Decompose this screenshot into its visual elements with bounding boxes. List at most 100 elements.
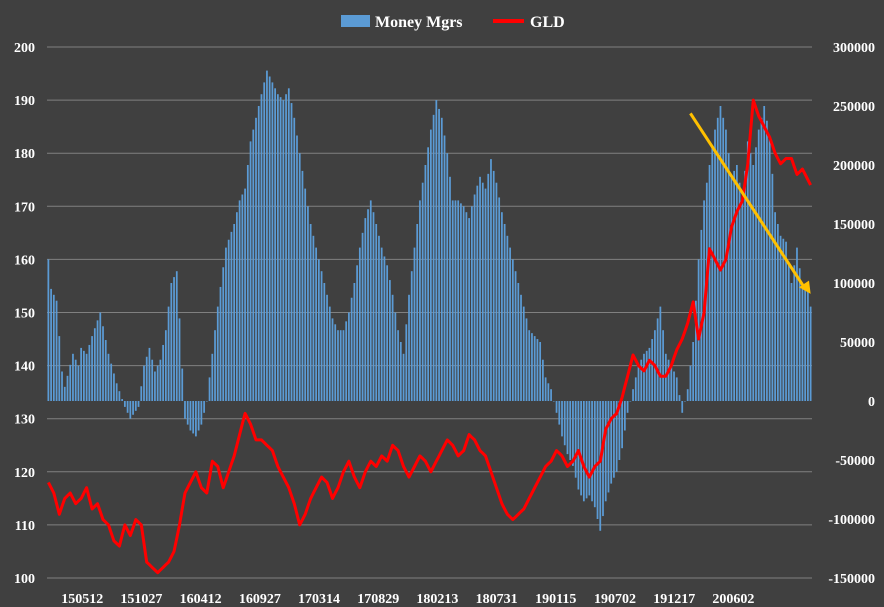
gld-line xyxy=(47,98,812,575)
money-mgrs-bar xyxy=(244,188,246,401)
money-mgrs-bar xyxy=(618,401,621,460)
money-mgrs-bar xyxy=(175,271,178,401)
money-mgrs-bar xyxy=(145,356,148,401)
money-mgrs-bar xyxy=(643,353,645,401)
money-mgrs-bar xyxy=(744,170,746,401)
money-mgrs-bar xyxy=(730,176,733,401)
money-mgrs-bar xyxy=(151,359,154,401)
money-mgrs-bar xyxy=(58,336,61,401)
money-mgrs-bar xyxy=(569,401,572,460)
money-mgrs-bar xyxy=(391,294,394,401)
money-mgrs-bar xyxy=(167,306,170,401)
money-mgrs-bar xyxy=(113,373,115,401)
money-mgrs-bar xyxy=(227,239,230,401)
money-mgrs-bar xyxy=(290,103,293,402)
money-mgrs-bar xyxy=(495,182,498,401)
money-mgrs-bar xyxy=(123,401,126,407)
money-mgrs-bar xyxy=(339,330,342,401)
left-axis-tick-label: 150 xyxy=(14,307,35,322)
money-mgrs-bar xyxy=(451,200,454,401)
money-mgrs-bar xyxy=(91,336,93,401)
right-axis-tick-label: 0 xyxy=(868,395,875,410)
left-axis-tick-label: 200 xyxy=(14,41,35,56)
money-mgrs-bar xyxy=(214,330,216,401)
money-mgrs-bar xyxy=(582,401,585,502)
money-mgrs-bar xyxy=(514,271,517,401)
money-mgrs-bar xyxy=(47,259,50,401)
money-mgrs-bar xyxy=(203,401,205,413)
left-axis-tick-label: 130 xyxy=(14,413,35,428)
money-mgrs-bar xyxy=(470,206,473,401)
x-axis-tick-label: 180731 xyxy=(476,592,518,607)
money-mgrs-bar xyxy=(178,318,181,401)
money-mgrs-bar xyxy=(255,117,257,402)
money-mgrs-bar xyxy=(364,218,367,401)
right-axis-tick-label: 200000 xyxy=(833,159,875,174)
money-mgrs-bar xyxy=(558,401,561,425)
money-mgrs-bar xyxy=(233,224,236,401)
money-mgrs-bar xyxy=(66,375,69,401)
money-mgrs-bar xyxy=(107,353,110,401)
money-mgrs-bar xyxy=(711,147,714,401)
money-mgrs-bar xyxy=(260,94,263,401)
money-mgrs-bar xyxy=(804,285,807,401)
money-mgrs-bar xyxy=(266,70,268,401)
x-axis-tick-label: 150512 xyxy=(61,592,103,607)
money-mgrs-bar xyxy=(536,339,539,401)
money-mgrs-bar xyxy=(629,401,632,402)
money-mgrs-bar xyxy=(774,212,776,401)
money-mgrs-bar xyxy=(52,294,55,401)
money-mgrs-bar xyxy=(296,135,298,401)
money-mgrs-bar xyxy=(719,106,722,401)
money-mgrs-bar xyxy=(501,212,503,401)
money-mgrs-bar xyxy=(785,241,787,401)
money-mgrs-bar xyxy=(285,94,287,401)
money-mgrs-bar xyxy=(454,200,457,401)
money-mgrs-bar xyxy=(126,401,129,413)
money-mgrs-bar xyxy=(755,147,757,401)
money-mgrs-bar xyxy=(651,339,654,401)
money-mgrs-bar xyxy=(741,200,744,401)
money-mgrs-bar xyxy=(184,401,186,419)
money-mgrs-bar xyxy=(282,100,285,401)
money-mgrs-bar xyxy=(760,117,763,402)
money-mgrs-bar xyxy=(768,135,771,401)
legend-label-gld: GLD xyxy=(530,14,565,31)
gridlines xyxy=(47,46,812,579)
money-mgrs-bar xyxy=(154,371,156,401)
money-mgrs-bar xyxy=(315,247,317,401)
money-mgrs-bar xyxy=(104,340,107,401)
money-mgrs-bar xyxy=(722,117,725,402)
money-mgrs-bar xyxy=(389,280,391,401)
money-mgrs-bar xyxy=(435,100,438,401)
money-mgrs-bar xyxy=(479,176,481,401)
money-mgrs-bar xyxy=(192,401,195,434)
money-mgrs-bar xyxy=(50,288,52,401)
left-axis-tick-label: 170 xyxy=(14,200,35,215)
money-mgrs-bar xyxy=(181,368,184,401)
money-mgrs-bar xyxy=(520,294,522,401)
right-axis-tick-label: 300000 xyxy=(833,41,875,56)
money-mgrs-bar xyxy=(563,401,566,446)
left-axis-ticks: 100 110 120 130 140 150 160 170 180 190 200 xyxy=(14,41,35,587)
money-mgrs-bar xyxy=(337,330,339,401)
money-mgrs-bar xyxy=(274,88,277,402)
money-mgrs-bar xyxy=(487,173,490,401)
money-mgrs-bar xyxy=(170,283,173,401)
money-mgrs-bar xyxy=(593,401,596,508)
money-mgrs-bar xyxy=(383,256,386,401)
money-mgrs-bar xyxy=(88,344,91,401)
money-mgrs-bar xyxy=(230,231,233,401)
money-mgrs-bar xyxy=(517,283,520,401)
money-mgrs-bar xyxy=(476,185,479,401)
money-mgrs-bar xyxy=(555,401,558,413)
money-mgrs-bar xyxy=(766,120,768,401)
left-axis-tick-label: 110 xyxy=(15,519,35,534)
money-mgrs-bar xyxy=(402,353,405,401)
money-mgrs-bars xyxy=(47,70,812,531)
money-mgrs-bar xyxy=(378,235,380,401)
money-mgrs-bar xyxy=(424,165,427,401)
money-mgrs-bar xyxy=(749,153,752,401)
money-mgrs-bar xyxy=(110,363,113,401)
trend-arrow xyxy=(689,112,811,294)
